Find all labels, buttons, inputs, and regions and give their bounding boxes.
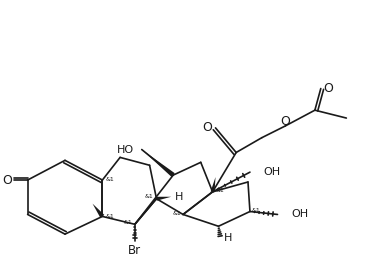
Text: &1: &1 xyxy=(123,220,132,225)
Text: &1: &1 xyxy=(145,194,154,199)
Text: &1: &1 xyxy=(105,176,114,182)
Text: O: O xyxy=(324,82,334,95)
Text: Br: Br xyxy=(128,244,142,257)
Text: O: O xyxy=(2,174,12,187)
Text: O: O xyxy=(203,121,212,134)
Text: &1: &1 xyxy=(172,211,181,216)
Polygon shape xyxy=(211,177,216,192)
Polygon shape xyxy=(142,150,175,177)
Text: OH: OH xyxy=(291,209,309,220)
Text: H: H xyxy=(224,233,232,243)
Polygon shape xyxy=(93,204,104,218)
Text: &1: &1 xyxy=(216,188,224,193)
Text: &1: &1 xyxy=(252,208,261,213)
Text: H: H xyxy=(175,192,183,202)
Text: &1: &1 xyxy=(105,214,114,219)
Polygon shape xyxy=(156,197,171,201)
Text: O: O xyxy=(280,115,290,127)
Text: OH: OH xyxy=(264,167,281,177)
Text: HO: HO xyxy=(117,144,134,155)
